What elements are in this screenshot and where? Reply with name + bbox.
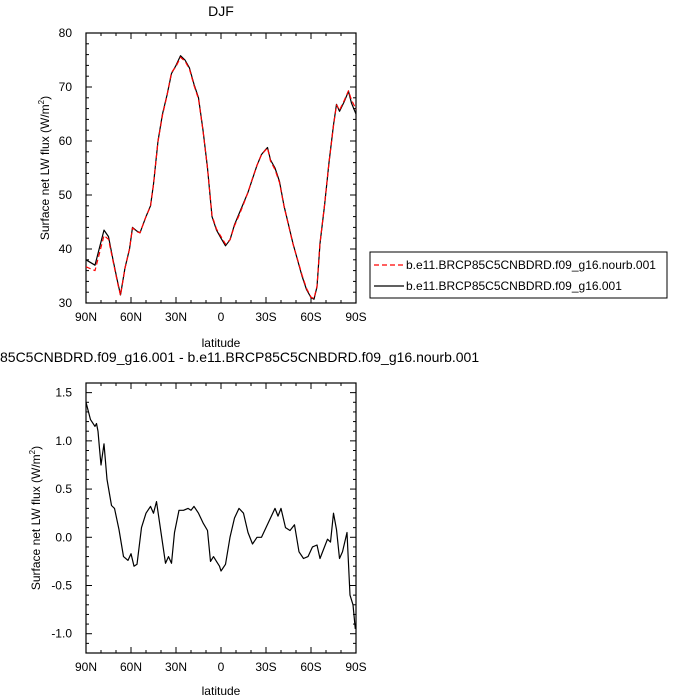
y-tick-label: 60 (59, 134, 73, 148)
y-tick-label: 1.0 (55, 434, 72, 448)
legend: b.e11.BRCP85C5CNBDRD.f09_g16.nourb.001 b… (369, 251, 668, 299)
y-tick-label: 70 (59, 80, 73, 94)
top-panel-xlabel: latitude (202, 336, 241, 350)
x-tick-label: 90S (345, 660, 366, 674)
top-panel-ylabel: Surface net LW flux (W/m2) (37, 96, 52, 240)
top-panel-djf: DJF latitude Surface net LW flux (W/m2) … (37, 3, 367, 350)
legend-label-nourb: b.e11.BRCP85C5CNBDRD.f09_g16.nourb.001 (406, 258, 656, 272)
y-tick-label: 80 (59, 26, 73, 40)
ylabel-sup: 2 (28, 449, 37, 454)
series-line-nourb (85, 56, 357, 300)
ylabel-main: Surface net LW flux (W/m (29, 454, 43, 590)
x-tick-label: 30N (165, 310, 187, 324)
top-panel-title: DJF (208, 3, 234, 19)
y-tick-label: -0.5 (51, 579, 72, 593)
bottom-panel-xlabel: latitude (202, 684, 241, 698)
x-tick-label: 30N (165, 660, 187, 674)
x-tick-label: 90N (75, 660, 97, 674)
series-line-difference (85, 402, 356, 629)
x-tick-label: 30S (255, 660, 276, 674)
y-tick-label: 0.0 (55, 530, 72, 544)
y-tick-label: 1.5 (55, 386, 72, 400)
ylabel-end: ) (29, 446, 43, 450)
plot-frame (85, 382, 357, 654)
y-tick-label: -1.0 (51, 627, 72, 641)
x-tick-label: 0 (218, 310, 225, 324)
x-tick-label: 30S (255, 310, 276, 324)
x-tick-label: 0 (218, 660, 225, 674)
bottom-panel-ylabel: Surface net LW flux (W/m2) (28, 446, 43, 590)
y-tick-label: 50 (59, 188, 73, 202)
x-tick-label: 60N (120, 660, 142, 674)
ylabel-main: Surface net LW flux (W/m (38, 104, 52, 240)
bottom-panel-difference: 85C5CNBDRD.f09_g16.001 - b.e11.BRCP85C5C… (0, 349, 479, 698)
legend-box (369, 251, 668, 299)
legend-label-control: b.e11.BRCP85C5CNBDRD.f09_g16.001 (406, 279, 622, 293)
x-tick-label: 90S (345, 310, 366, 324)
ylabel-end: ) (38, 96, 52, 100)
x-tick-label: 60N (120, 310, 142, 324)
y-tick-label: 30 (59, 296, 73, 310)
bottom-panel-title: 85C5CNBDRD.f09_g16.001 - b.e11.BRCP85C5C… (0, 349, 479, 365)
x-tick-label: 90N (75, 310, 97, 324)
ylabel-sup: 2 (37, 99, 46, 104)
y-tick-label: 40 (59, 242, 73, 256)
y-tick-label: 0.5 (55, 482, 72, 496)
x-tick-label: 60S (300, 660, 321, 674)
series-line-control (85, 55, 357, 300)
x-tick-label: 60S (300, 310, 321, 324)
